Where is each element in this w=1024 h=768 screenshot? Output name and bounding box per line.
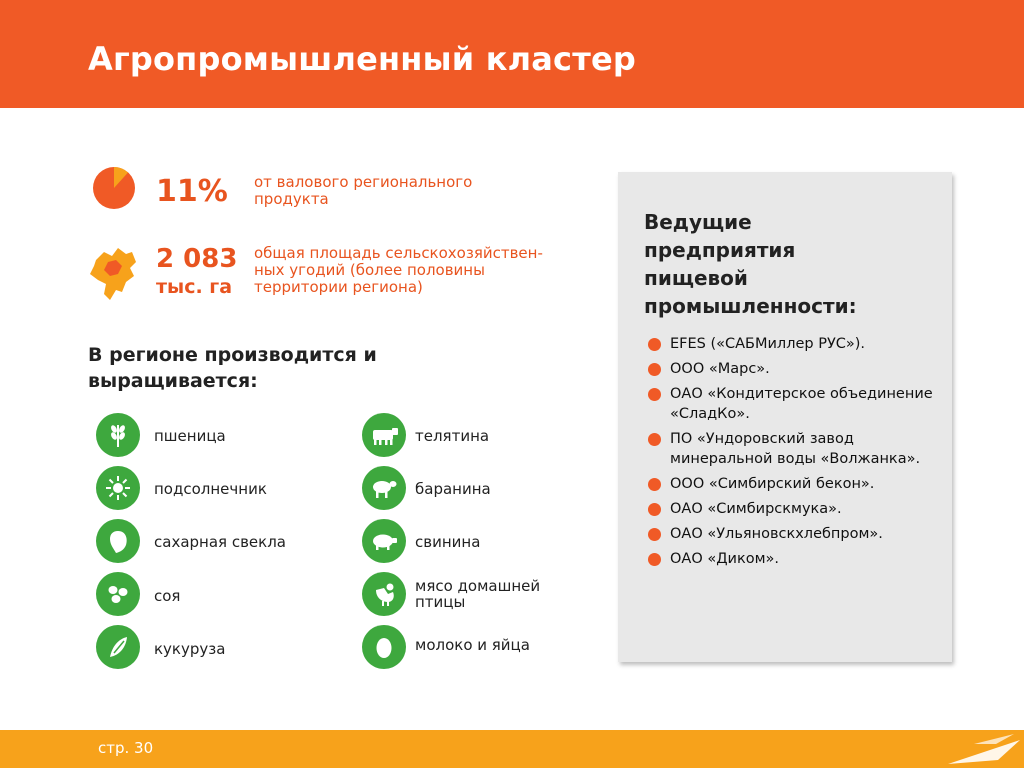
produce-item-sunflower: подсолнечник bbox=[154, 480, 267, 498]
cow-icon bbox=[362, 413, 406, 457]
pig-icon bbox=[362, 519, 406, 563]
company-item: ОАО «Кондитерское объединение «СладКо». bbox=[648, 384, 960, 424]
produce-section-title: В регионе производится и выращивается: bbox=[88, 344, 377, 392]
wheat-icon bbox=[96, 413, 140, 457]
sheep-icon bbox=[362, 466, 406, 510]
page-number: стр. 30 bbox=[98, 739, 154, 757]
bullet-icon bbox=[648, 363, 661, 376]
bullet-icon bbox=[648, 528, 661, 541]
produce-item-milk-eggs: молоко и яйца bbox=[415, 636, 530, 654]
company-item: ООО «Марс». bbox=[648, 359, 960, 379]
produce-item-veal: телятина bbox=[415, 427, 490, 445]
produce-item-pork: свинина bbox=[415, 533, 481, 551]
header-bar: Агропромышленный кластер bbox=[0, 0, 1024, 108]
company-item: ОАО «Симбирскмука». bbox=[648, 499, 960, 519]
chicken-icon bbox=[362, 572, 406, 616]
corn-icon bbox=[96, 625, 140, 669]
produce-item-corn: кукуруза bbox=[154, 640, 226, 658]
produce-item-poultry: мясо домашней птицы bbox=[415, 577, 541, 611]
companies-list: EFES («САБМиллер РУС»). ООО «Марс». ОАО … bbox=[648, 334, 960, 574]
land-area-unit: тыс. га bbox=[156, 276, 233, 298]
swoosh-logo-icon bbox=[948, 734, 1020, 764]
bullet-icon bbox=[648, 553, 661, 566]
company-item: ОАО «Диком». bbox=[648, 549, 960, 569]
produce-item-soy: соя bbox=[154, 587, 181, 605]
bullet-icon bbox=[648, 503, 661, 516]
produce-item-beet: сахарная свекла bbox=[154, 533, 286, 551]
egg-icon bbox=[362, 625, 406, 669]
produce-item-wheat: пшеница bbox=[154, 427, 226, 445]
bullet-icon bbox=[648, 388, 661, 401]
page-title: Агропромышленный кластер bbox=[88, 40, 636, 78]
bullet-icon bbox=[648, 338, 661, 351]
companies-panel bbox=[618, 172, 952, 662]
bullet-icon bbox=[648, 433, 661, 446]
beet-icon bbox=[96, 519, 140, 563]
land-area-value: 2 083 bbox=[156, 244, 238, 274]
region-map-icon bbox=[90, 248, 136, 300]
gdp-share-description: от валового регионального продукта bbox=[254, 173, 473, 208]
gdp-share-value: 11% bbox=[156, 174, 228, 209]
soy-icon bbox=[96, 572, 140, 616]
company-item: ООО «Симбирский бекон». bbox=[648, 474, 960, 494]
footer-bar bbox=[0, 730, 1024, 768]
company-item: ОАО «Ульяновскхлебпром». bbox=[648, 524, 960, 544]
company-item: EFES («САБМиллер РУС»). bbox=[648, 334, 960, 354]
bullet-icon bbox=[648, 478, 661, 491]
sunflower-icon bbox=[96, 466, 140, 510]
companies-title: Ведущие предприятия пищевой промышленнос… bbox=[644, 210, 857, 318]
land-area-description: общая площадь сельскохозяйствен-ных угод… bbox=[254, 244, 543, 296]
produce-item-mutton: баранина bbox=[415, 480, 491, 498]
pie-chart-icon bbox=[93, 167, 135, 209]
company-item: ПО «Ундоровский завод минеральной воды «… bbox=[648, 429, 960, 469]
